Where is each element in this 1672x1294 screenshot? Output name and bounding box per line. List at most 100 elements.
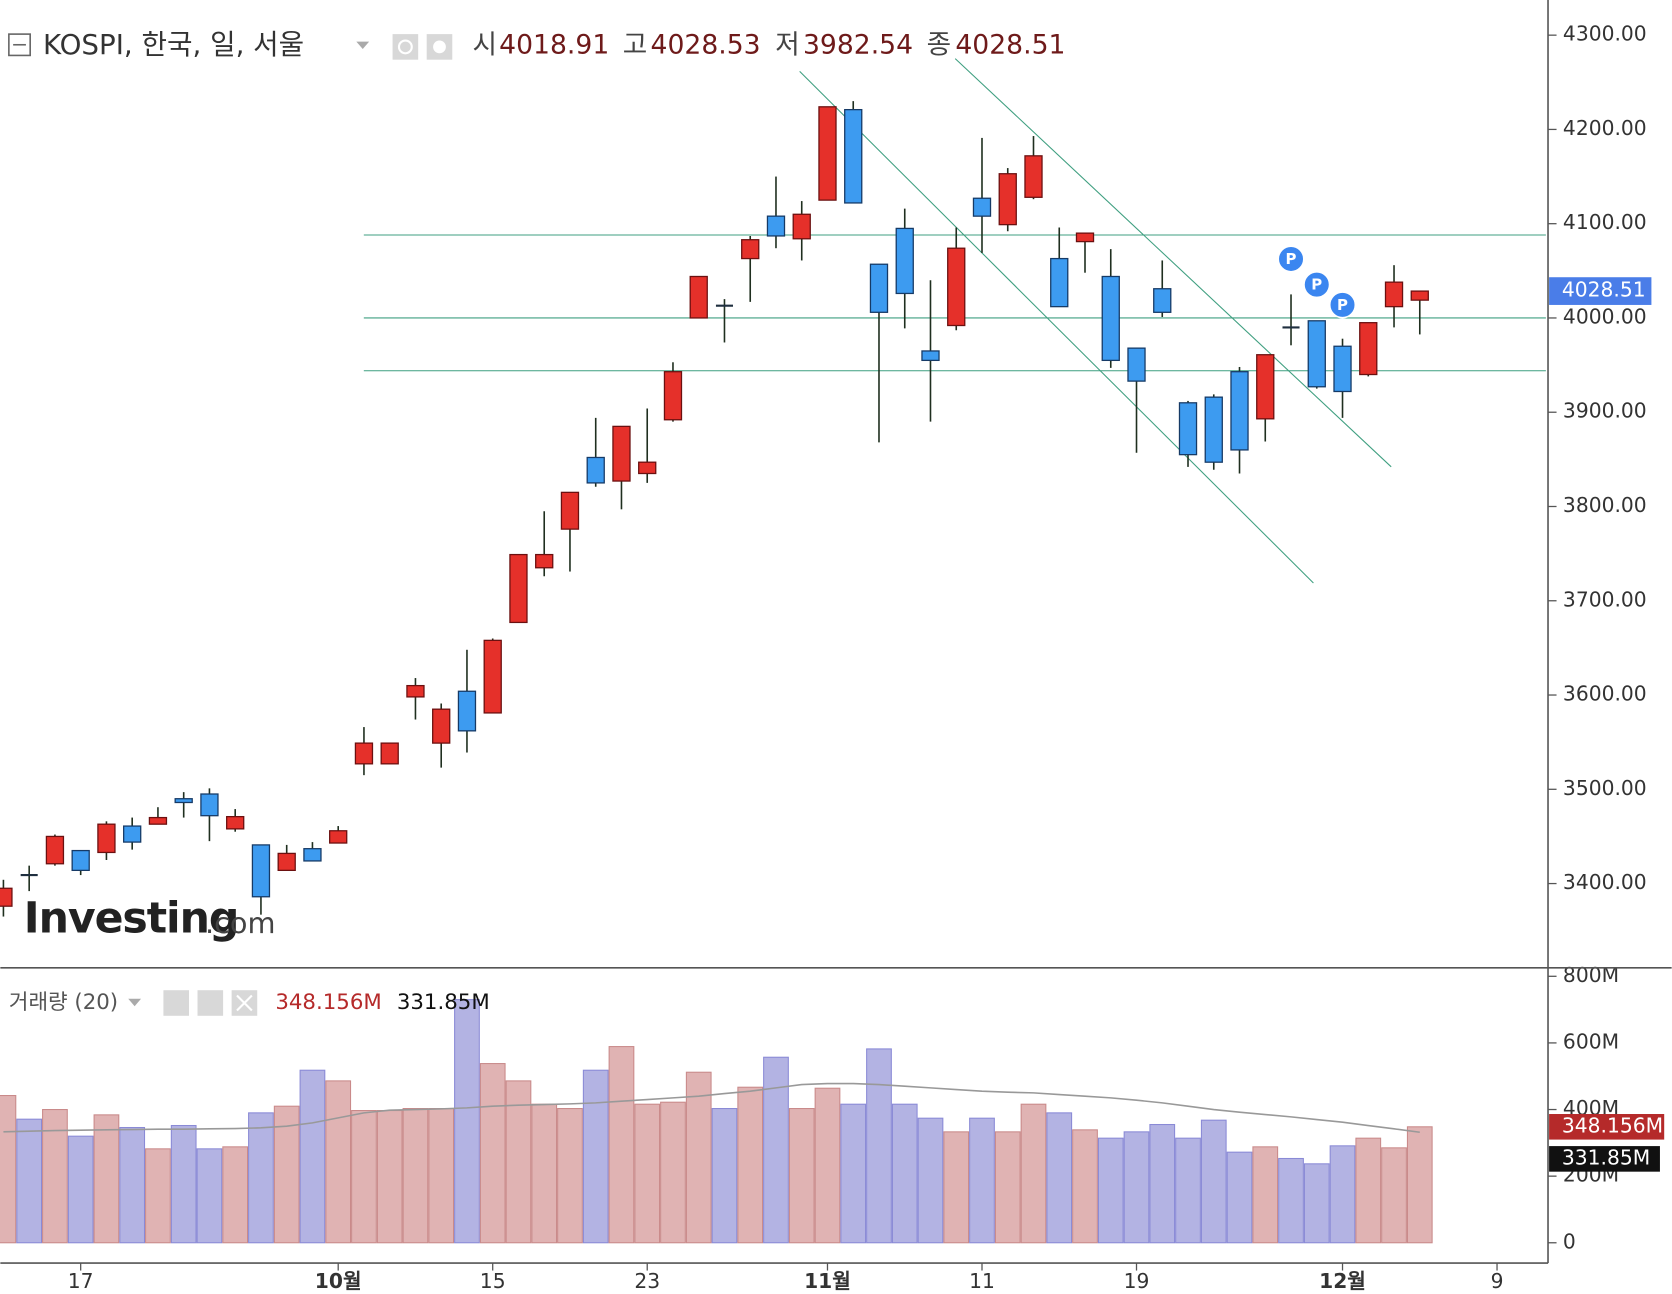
candle-body: [689, 275, 708, 319]
candle-body: [123, 825, 142, 843]
candle-body: [226, 815, 245, 830]
candle-body: [1050, 257, 1069, 308]
candle-body: [406, 684, 425, 698]
candle-body: [251, 844, 271, 898]
volume-bar: [1046, 1112, 1073, 1244]
candle-body: [818, 106, 837, 201]
marker-label: P: [1311, 276, 1322, 294]
candle-body: [483, 639, 502, 714]
header: KOSPI, 한국, 일, 서울 시 4018.91 고 4028.53 저 3…: [8, 28, 1065, 61]
volume-bar: [1175, 1137, 1201, 1244]
volume-bar: [969, 1117, 995, 1244]
candle-body: [1410, 290, 1429, 301]
candle-body: [1230, 371, 1249, 451]
open-label: 시: [473, 29, 498, 60]
volume-ma-tag-label: 331.85M: [1562, 1145, 1650, 1169]
open-value: 4018.91: [499, 29, 609, 60]
volume-ma-tag: [1549, 1146, 1660, 1172]
high-value: 4028.53: [651, 29, 761, 60]
volume-bar: [1381, 1147, 1407, 1244]
y-tick-label: 3900.00: [1563, 399, 1647, 423]
volume-bar: [325, 1080, 352, 1244]
candle-body: [998, 173, 1017, 226]
volume-bar: [660, 1101, 686, 1244]
candle-body: [329, 830, 348, 844]
volume-ma-line: [3, 1082, 1420, 1134]
volume-bar: [1020, 1103, 1047, 1244]
trendline: [954, 58, 1392, 468]
volume-bar: [866, 1048, 892, 1244]
volume-bar: [891, 1103, 918, 1244]
volume-bar: [0, 1095, 17, 1244]
volume-header: 거래량 (20) 348.156M 331.85M: [9, 990, 490, 1016]
plot-layer: 3400.00 3500.00 3600.00 3700.00 3800.00 3900.…: [0, 22, 1647, 1293]
volume-bar: [402, 1108, 429, 1244]
candle-body: [354, 742, 374, 765]
y-tick-label: 4200.00: [1563, 116, 1647, 140]
volume-bar: [1123, 1131, 1150, 1244]
candle-body: [0, 887, 13, 907]
visibility-icon[interactable]: [392, 34, 419, 60]
candle-body: [972, 197, 992, 217]
volume-bar: [582, 1069, 609, 1244]
x-tick-label: 9: [1491, 1269, 1504, 1293]
candle-body: [638, 461, 657, 475]
volume-bar: [994, 1131, 1021, 1244]
close-icon-x: [236, 994, 253, 1012]
volume-bar: [1406, 1126, 1433, 1244]
volume-tag: [1549, 1114, 1665, 1140]
y-tick-label: 4000.00: [1563, 304, 1647, 328]
volume-bar: [1226, 1151, 1253, 1244]
dropdown-arrow[interactable]: [128, 998, 142, 1007]
volume-bar: [1149, 1123, 1176, 1244]
y-tick-label: 4300.00: [1563, 22, 1647, 46]
marker-label: P: [1286, 250, 1297, 268]
volume-bar: [1072, 1129, 1098, 1244]
x-tick-label: 11월: [804, 1269, 851, 1293]
volume-value: 348.156M: [275, 990, 381, 1015]
high-label: 고: [623, 29, 647, 60]
volume-bar: [1278, 1157, 1304, 1244]
y-tick-label: 3800.00: [1563, 493, 1647, 517]
watermark: Investing .com: [24, 893, 276, 943]
candle-body: [1127, 347, 1146, 382]
candle-body: [380, 742, 399, 765]
candle-body: [45, 835, 65, 865]
volume-bar: [685, 1071, 712, 1244]
visibility-icon-eye: [397, 39, 413, 55]
volume-bar: [608, 1046, 635, 1244]
close-value: 4028.51: [955, 29, 1065, 60]
collapse-icon[interactable]: [8, 33, 31, 57]
x-tick-label: 10월: [315, 1269, 362, 1293]
chart-title: KOSPI, 한국, 일, 서울: [43, 28, 304, 61]
visibility-icon[interactable]: [163, 990, 189, 1016]
y-tick-label: 3600.00: [1563, 682, 1647, 706]
candle-body: [71, 849, 90, 872]
y-tick-label: 3700.00: [1563, 587, 1647, 611]
volume-bar: [1303, 1163, 1330, 1244]
dropdown-arrow[interactable]: [356, 41, 370, 50]
candle-body: [921, 350, 940, 362]
x-tick-label: 11: [969, 1269, 995, 1293]
volume-bar: [505, 1080, 532, 1244]
volume-bar: [788, 1108, 815, 1244]
candle-body: [97, 823, 116, 854]
candle-body: [200, 793, 219, 817]
value-tags: 4028.51 348.156M 331.85M: [1549, 277, 1665, 1172]
price-tag-label: 4028.51: [1562, 278, 1646, 302]
candle-body: [277, 852, 296, 872]
x-tick-label: 12월: [1319, 1269, 1366, 1293]
volume-bar: [67, 1135, 94, 1244]
settings-icon[interactable]: [197, 990, 224, 1016]
volume-tick-label: 0: [1563, 1229, 1576, 1253]
candle-body: [174, 798, 193, 804]
candle-body: [535, 553, 554, 569]
volume-bar: [170, 1124, 197, 1244]
candle-body: [560, 491, 580, 530]
candle-body: [432, 708, 451, 744]
volume-bar: [814, 1087, 841, 1244]
volume-bar: [454, 999, 480, 1244]
volume-bar: [840, 1103, 867, 1244]
candle-body: [1256, 354, 1275, 420]
